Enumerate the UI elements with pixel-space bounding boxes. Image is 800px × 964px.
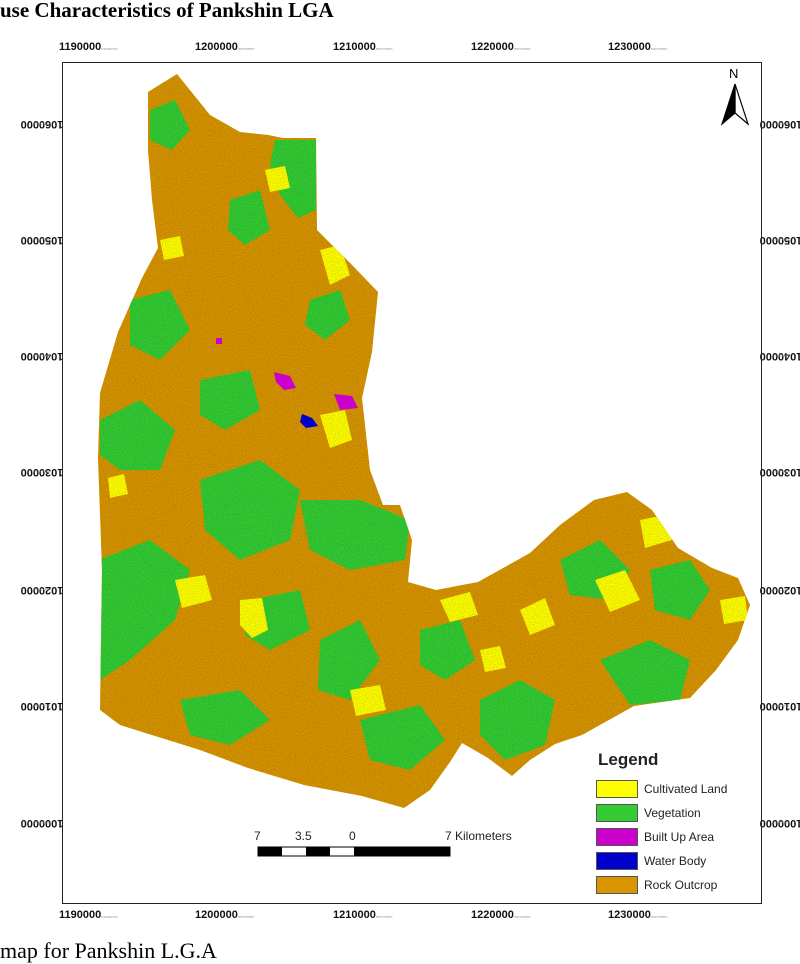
x-tick-bottom-5: 1230000mmmmm bbox=[608, 909, 668, 921]
scale-label-7: 7 bbox=[254, 829, 261, 843]
north-label: N bbox=[729, 66, 739, 81]
legend-swatch bbox=[596, 804, 638, 822]
legend-item-built-up-area: Built Up Area bbox=[596, 828, 756, 848]
legend-swatch bbox=[596, 852, 638, 870]
legend-label: Built Up Area bbox=[644, 830, 715, 844]
legend-item-water-body: Water Body bbox=[596, 852, 756, 872]
water-body-patch bbox=[300, 414, 318, 428]
scale-label-3.5: 3.5 bbox=[295, 829, 312, 843]
scale-label-kilometers: 7 Kilometers bbox=[445, 829, 512, 843]
x-tick-top-3: 1210000mmmmm bbox=[333, 41, 393, 53]
figure-caption: map for Pankshin L.G.A bbox=[0, 938, 217, 963]
x-tick-top-5: 1230000mmmmm bbox=[608, 41, 668, 53]
scale-bar bbox=[257, 846, 451, 857]
x-tick-top-4: 1220000mmmmm bbox=[471, 41, 531, 53]
legend-item-cultivated-land: Cultivated Land bbox=[596, 780, 756, 800]
legend-item-rock-outcrop: Rock Outcrop bbox=[596, 876, 756, 896]
scale-label-0: 0 bbox=[349, 829, 356, 843]
x-tick-bottom-2: 1200000mmmmm bbox=[195, 909, 255, 921]
legend-label: Rock Outcrop bbox=[644, 878, 718, 892]
map-frame bbox=[62, 62, 762, 904]
north-arrow-icon bbox=[720, 83, 750, 126]
legend-swatch bbox=[596, 780, 638, 798]
x-tick-top-1: 1190000mmmmm bbox=[59, 41, 118, 53]
legend-swatch bbox=[596, 828, 638, 846]
x-tick-bottom-4: 1220000mmmmm bbox=[471, 909, 531, 921]
map-title: use Characteristics of Pankshin LGA bbox=[0, 0, 334, 22]
legend-item-vegetation: Vegetation bbox=[596, 804, 756, 824]
legend-title: Legend bbox=[598, 750, 659, 769]
x-tick-top-2: 1200000mmmmm bbox=[195, 41, 255, 53]
x-tick-bottom-3: 1210000mmmmm bbox=[333, 909, 393, 921]
legend-swatch bbox=[596, 876, 638, 894]
legend-label: Water Body bbox=[644, 854, 707, 868]
legend-label: Vegetation bbox=[644, 806, 701, 820]
legend-label: Cultivated Land bbox=[644, 782, 728, 796]
built-up-area-patches bbox=[216, 338, 358, 410]
x-tick-bottom-1: 1190000mmmmm bbox=[59, 909, 118, 921]
